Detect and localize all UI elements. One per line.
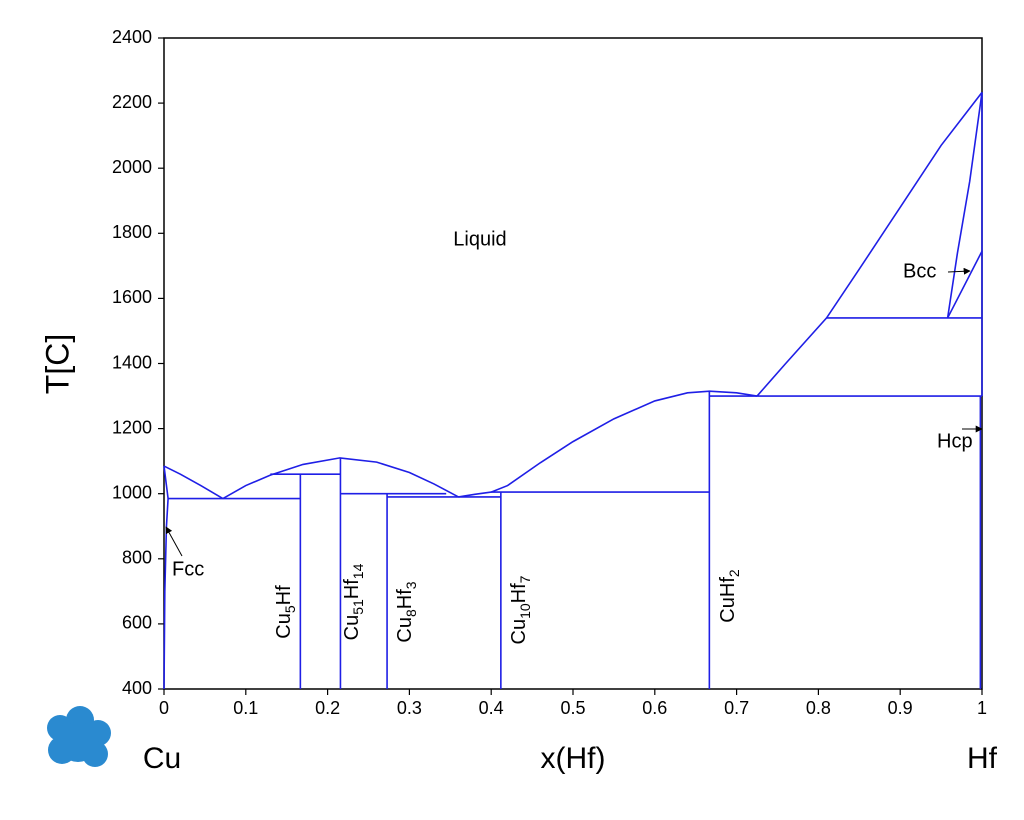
subscript: 14 (350, 563, 366, 579)
subscript: 2 (726, 569, 742, 577)
x-tick-label: 0.5 (560, 698, 585, 718)
compound-label: Cu51Hf14 (341, 563, 366, 640)
y-tick-label: 1400 (112, 352, 152, 372)
y-tick-label: 1000 (112, 482, 152, 502)
annotation-arrow (165, 526, 183, 557)
compound-label: Cu10Hf7 (508, 575, 533, 644)
phase-boundary (946, 92, 983, 319)
x-axis-label: x(Hf) (541, 742, 606, 775)
x-tick-label: 0.4 (479, 698, 504, 718)
phase-label: Bcc (903, 260, 936, 282)
y-tick-label: 2400 (112, 27, 152, 47)
x-tick-label: 0.1 (233, 698, 258, 718)
x-tick-label: 0 (159, 698, 169, 718)
phase-boundary (163, 465, 224, 500)
y-tick-label: 2000 (112, 157, 152, 177)
phase-boundary (163, 498, 169, 690)
formula-part: Hf (508, 583, 530, 603)
right-component-label: Hf (967, 742, 998, 775)
x-tick-label: 0.3 (397, 698, 422, 718)
y-tick-label: 600 (122, 613, 152, 633)
compound-label: Cu5Hf (273, 585, 298, 639)
annotation-arrow (947, 267, 971, 275)
y-axis-label: T[C] (39, 334, 75, 394)
subscript: 10 (517, 603, 533, 619)
y-tick-label: 1200 (112, 417, 152, 437)
x-tick-label: 0.6 (642, 698, 667, 718)
x-tick-label: 1 (977, 698, 987, 718)
x-tick-label: 0.2 (315, 698, 340, 718)
compound-label: CuHf2 (717, 569, 742, 623)
compound-label: Cu8Hf3 (394, 581, 419, 642)
y-tick-label: 400 (122, 678, 152, 698)
phase-label: Hcp (937, 430, 973, 452)
phase-boundary (756, 91, 983, 397)
formula-part: Hf (273, 585, 295, 605)
logo (47, 706, 111, 767)
formula-part: Hf (341, 579, 363, 599)
formula-part: CuHf (717, 577, 739, 623)
phase-label: Liquid (453, 228, 506, 250)
phase-boundary (458, 390, 758, 498)
subscript: 51 (350, 599, 366, 615)
formula-part: Cu (508, 619, 530, 645)
formula-part: Cu (273, 613, 295, 639)
formula-part: Hf (394, 589, 416, 609)
subscript: 3 (403, 581, 419, 589)
phase-label: Fcc (172, 558, 204, 580)
formula-part: Cu (341, 615, 363, 641)
x-tick-label: 0.8 (806, 698, 831, 718)
left-component-label: Cu (143, 742, 181, 775)
x-tick-label: 0.7 (724, 698, 749, 718)
phase-boundary (946, 250, 983, 319)
subscript: 8 (403, 609, 419, 617)
phase-boundary (163, 465, 169, 499)
x-tick-label: 0.9 (888, 698, 913, 718)
y-tick-label: 1600 (112, 287, 152, 307)
subscript: 7 (517, 575, 533, 583)
y-tick-label: 2200 (112, 92, 152, 112)
formula-part: Cu (394, 617, 416, 643)
y-tick-label: 1800 (112, 222, 152, 242)
y-tick-label: 800 (122, 548, 152, 568)
subscript: 5 (282, 605, 298, 613)
